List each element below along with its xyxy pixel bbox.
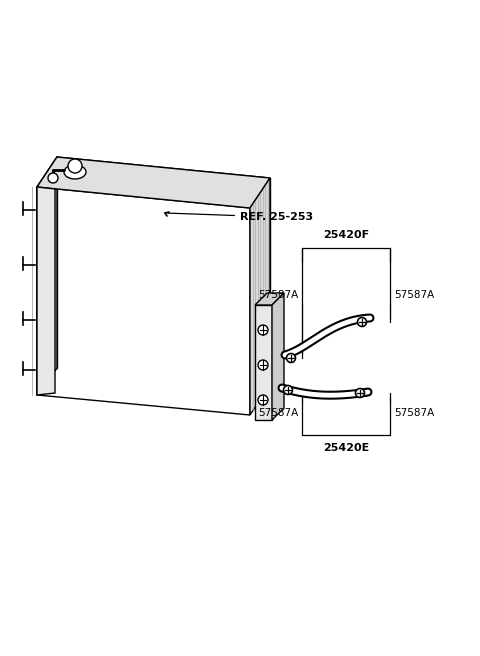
Polygon shape xyxy=(37,187,55,395)
Polygon shape xyxy=(37,187,250,415)
Circle shape xyxy=(48,173,58,183)
Circle shape xyxy=(284,386,292,394)
Polygon shape xyxy=(37,157,270,208)
Text: REF. 25-253: REF. 25-253 xyxy=(168,212,313,222)
Bar xyxy=(255,305,272,420)
Text: 57587A: 57587A xyxy=(394,408,434,418)
Text: 25420F: 25420F xyxy=(323,230,369,240)
Text: 57587A: 57587A xyxy=(258,290,298,300)
Circle shape xyxy=(258,325,268,335)
Polygon shape xyxy=(37,187,250,415)
Circle shape xyxy=(358,318,367,327)
Polygon shape xyxy=(255,293,284,305)
Ellipse shape xyxy=(64,165,86,179)
Text: 57587A: 57587A xyxy=(394,290,434,300)
Circle shape xyxy=(258,395,268,405)
Circle shape xyxy=(258,360,268,370)
Text: 57587A: 57587A xyxy=(258,408,298,418)
Polygon shape xyxy=(272,293,284,420)
Polygon shape xyxy=(55,217,232,410)
Circle shape xyxy=(68,159,82,173)
Text: 25420E: 25420E xyxy=(323,443,369,453)
Circle shape xyxy=(356,388,364,398)
Circle shape xyxy=(287,354,296,363)
Polygon shape xyxy=(37,157,57,395)
Polygon shape xyxy=(250,178,270,415)
Polygon shape xyxy=(37,187,250,415)
